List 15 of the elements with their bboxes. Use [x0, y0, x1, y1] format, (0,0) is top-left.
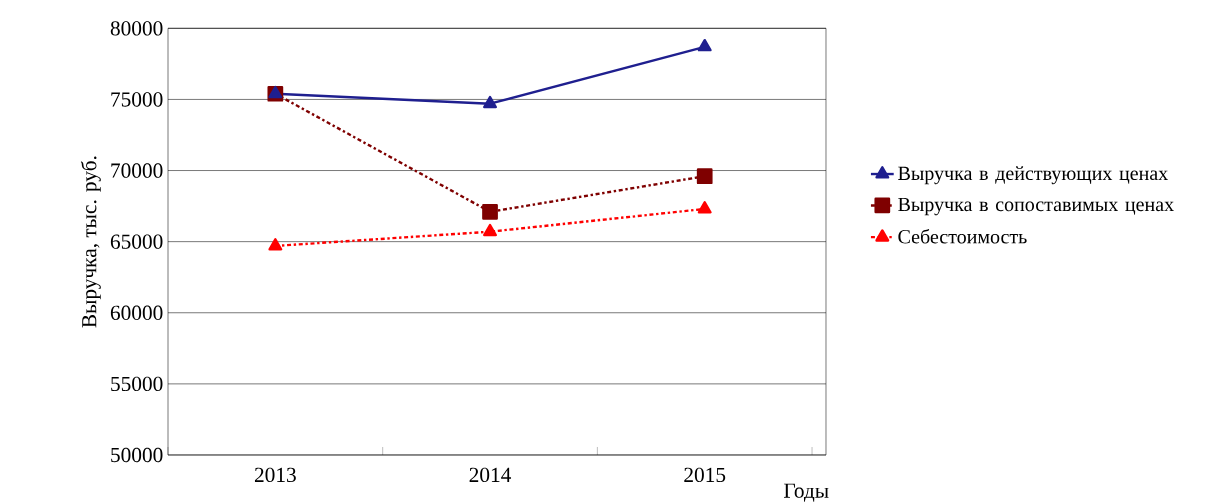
y-tick-label: 50000 — [111, 447, 163, 463]
y-tick-label: 80000 — [110, 21, 163, 36]
x-tick-label: 2013 — [254, 467, 296, 483]
legend-label: Выручка в сопоставимых ценах — [898, 197, 1174, 216]
y-tick-label: 75000 — [111, 92, 163, 107]
legend-label: Себестоимость — [898, 228, 1027, 244]
y-tick-label: 70000 — [111, 163, 163, 178]
y-tick-label: 55000 — [111, 376, 163, 392]
x-tick-label: 2014 — [469, 467, 512, 483]
legend-label: Выручка в действующих ценах — [898, 166, 1168, 185]
y-axis-title: Выручка, тыс. руб. — [80, 156, 101, 328]
x-tick-label: 2015 — [684, 467, 726, 483]
y-tick-label: 65000 — [110, 234, 163, 249]
x-axis-title: Годы — [784, 483, 829, 502]
y-tick-label: 60000 — [110, 305, 163, 320]
